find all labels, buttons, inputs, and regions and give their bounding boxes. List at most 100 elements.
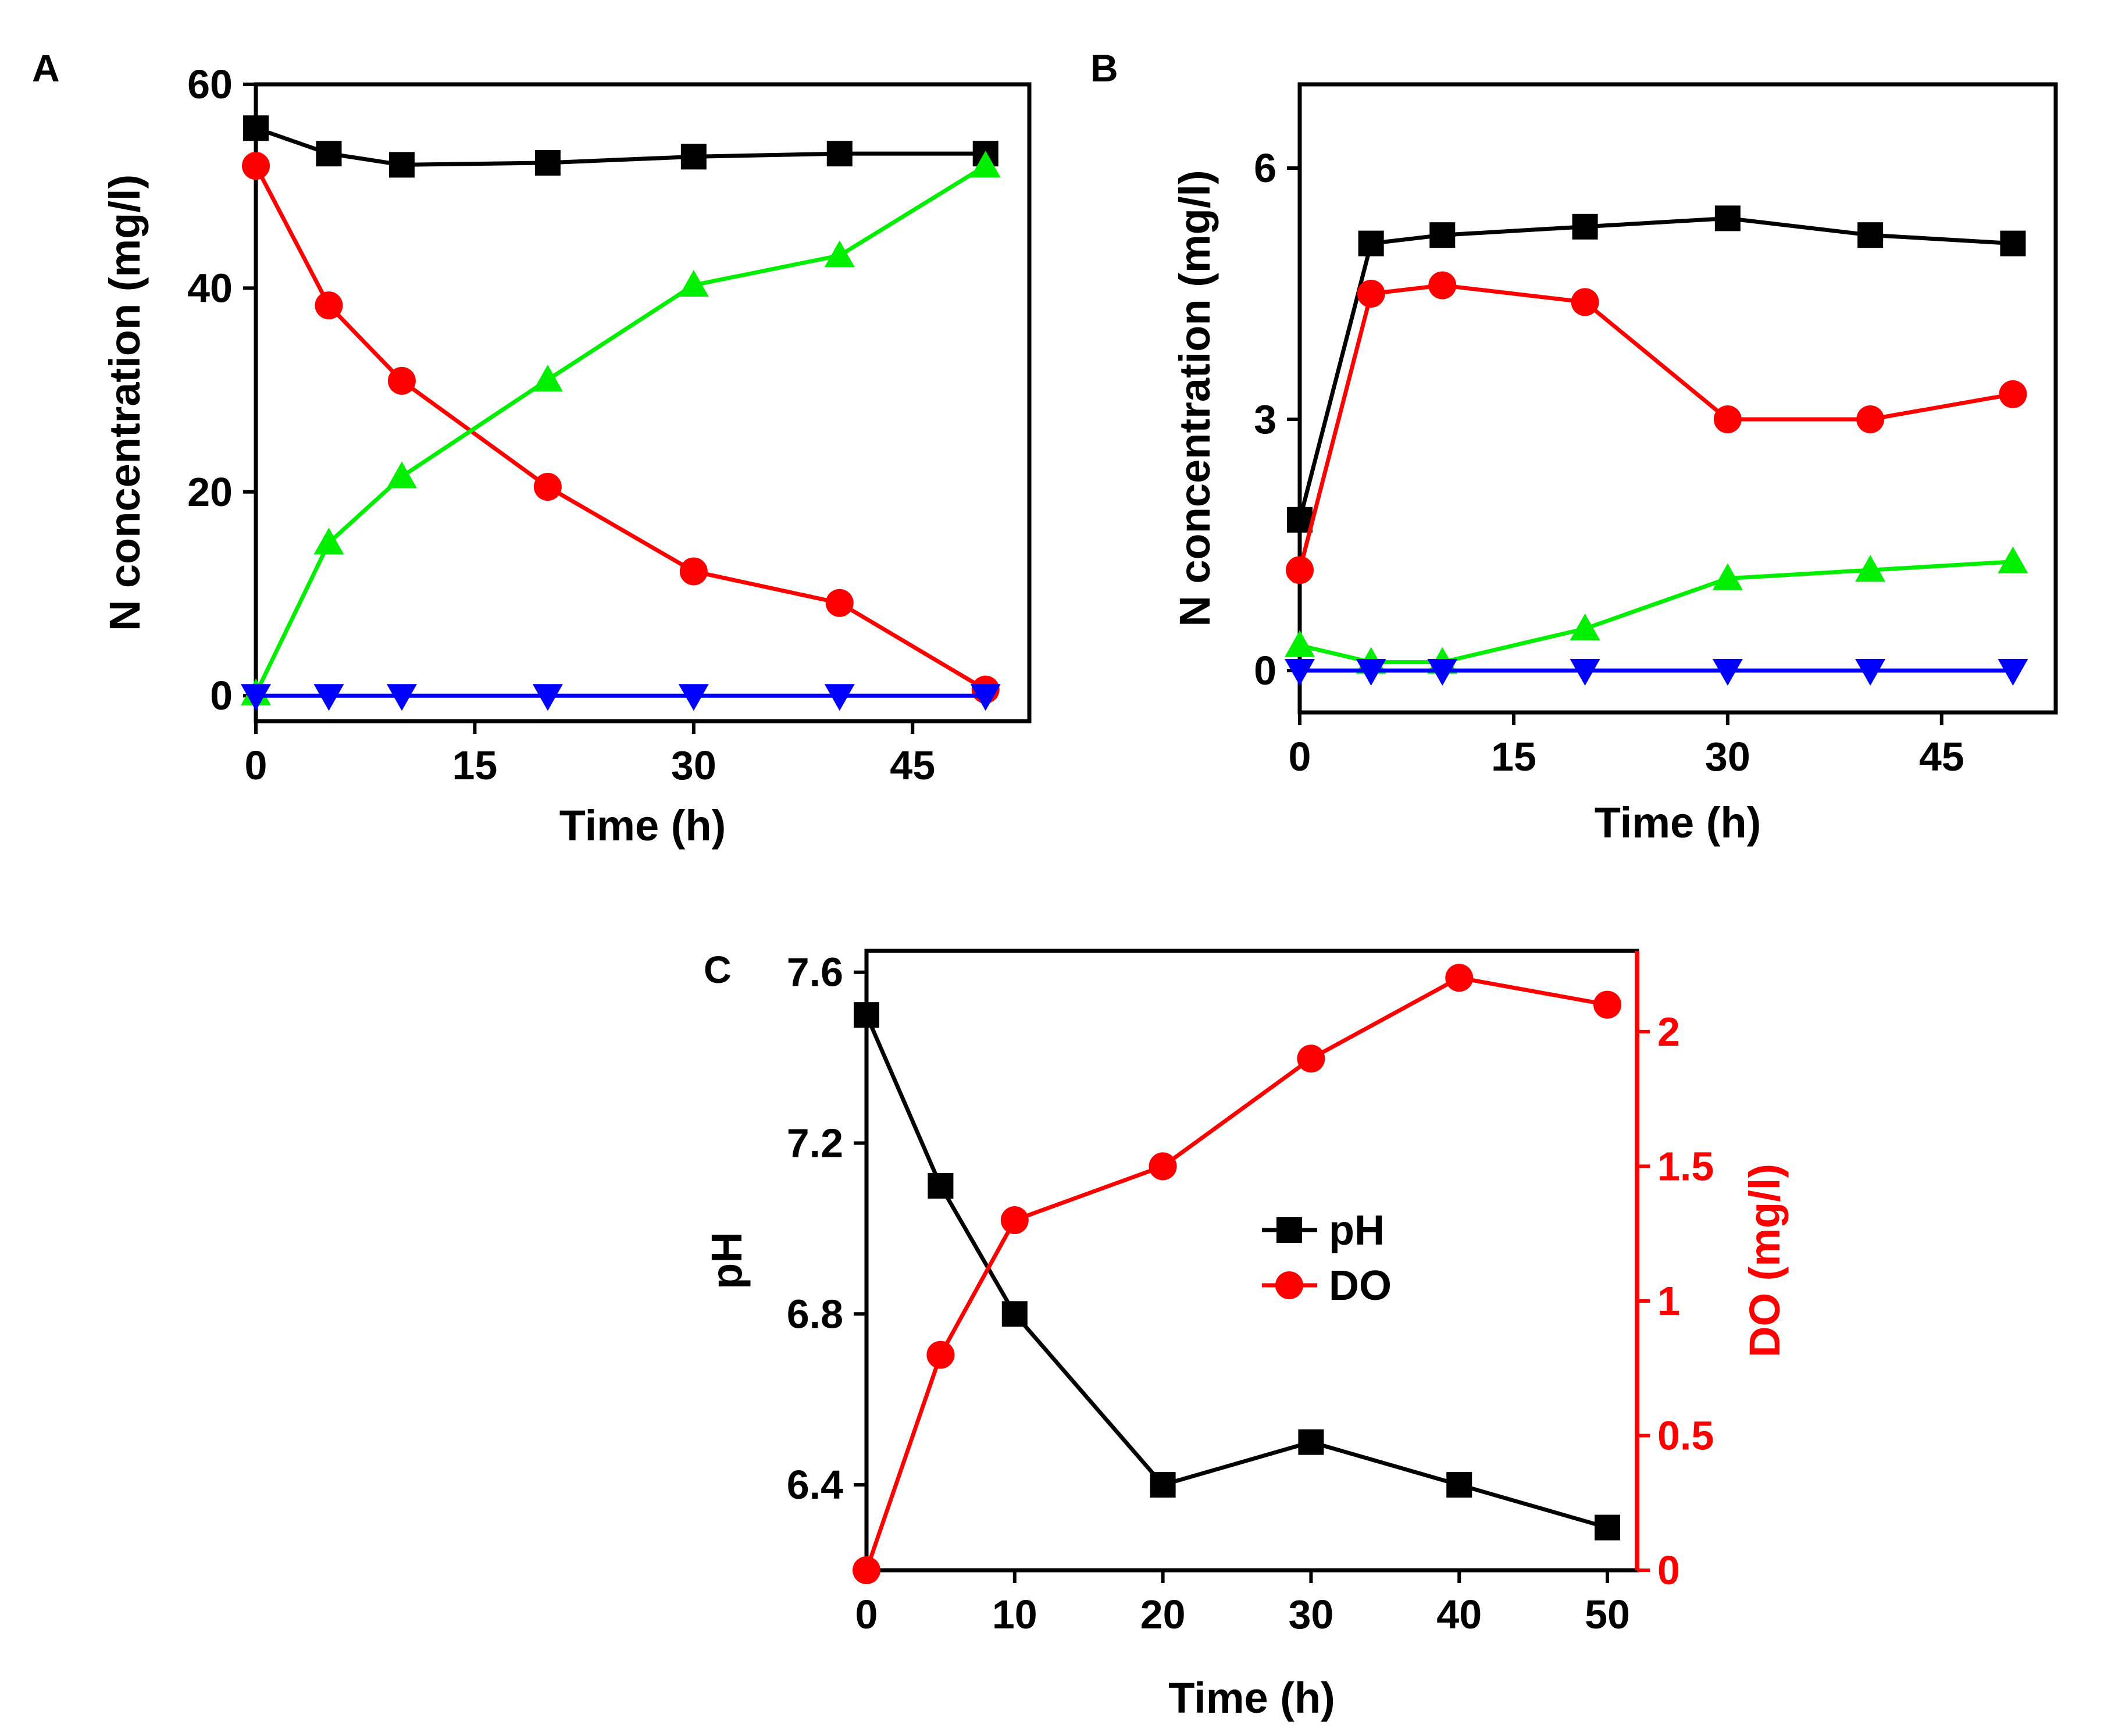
- legend-marker: [1276, 1217, 1302, 1243]
- data-point: [386, 684, 417, 711]
- data-point: [679, 557, 708, 586]
- data-point: [387, 366, 416, 395]
- data-point: [315, 291, 343, 320]
- data-point: [1713, 405, 1742, 433]
- x-tick-label: 0: [1289, 734, 1311, 779]
- data-point: [1297, 1045, 1325, 1073]
- series-line: [864, 1014, 1609, 1530]
- x-tick-label: 30: [1705, 734, 1750, 779]
- x-tick-label: 15: [452, 743, 497, 788]
- series-line: [1299, 559, 2013, 665]
- y-axis-label: N concentration (mg/l): [1171, 170, 1219, 626]
- y2-tick-label: 2: [1657, 1009, 1680, 1054]
- y-tick-label: 7.2: [787, 1121, 843, 1166]
- x-axis-label: Time (h): [559, 801, 726, 850]
- y2-tick-label: 0.5: [1657, 1413, 1714, 1458]
- data-point: [532, 684, 563, 711]
- x-tick-label: 15: [1491, 734, 1536, 779]
- plot-frame: [254, 82, 1032, 723]
- data-point: [1446, 1472, 1472, 1498]
- series-line: [255, 126, 986, 167]
- x-tick-label: 45: [890, 743, 935, 788]
- data-point: [970, 151, 1001, 178]
- data-point: [1001, 1301, 1028, 1327]
- legend-label: pH: [1329, 1207, 1385, 1254]
- data-point: [1855, 555, 1886, 582]
- y-tick-label: 60: [187, 62, 233, 107]
- data-point: [825, 589, 854, 617]
- data-point: [243, 115, 269, 141]
- data-point: [534, 149, 561, 176]
- y-axis-label: N concentration (mg/l): [101, 174, 149, 631]
- y-axis-label: pH: [702, 1232, 751, 1289]
- data-point: [1286, 556, 1314, 584]
- y2-tick-label: 0: [1657, 1548, 1680, 1593]
- data-point: [313, 527, 344, 555]
- panel-label: C: [704, 948, 732, 991]
- series-line: [864, 975, 1608, 1571]
- data-point: [1358, 230, 1384, 256]
- data-point: [1998, 546, 2028, 573]
- data-point: [1149, 1152, 1177, 1181]
- data-point: [1595, 1514, 1621, 1541]
- data-point: [1356, 659, 1386, 686]
- series-line: [1297, 283, 2014, 571]
- data-point: [1712, 659, 1743, 686]
- data-point: [1000, 1206, 1029, 1235]
- data-point: [1357, 280, 1385, 308]
- y-tick-label: 0: [210, 673, 233, 718]
- x-tick-label: 0: [855, 1592, 878, 1637]
- data-point: [1429, 222, 1456, 248]
- x-axis-label: Time (h): [1595, 799, 1761, 847]
- plot-frame: [1297, 82, 2058, 715]
- chart-panel-c: C 0 10 20 30 40 50 6.4 6.8 7.2 7.6 0 0.5 1 1.5 2 Time (h…: [702, 948, 1789, 1722]
- data-point: [241, 684, 271, 711]
- y-tick-label: 20: [187, 469, 233, 515]
- data-point: [1150, 1472, 1176, 1498]
- data-point: [242, 152, 270, 180]
- data-point: [970, 684, 1001, 711]
- x-tick-label: 50: [1585, 1592, 1630, 1637]
- data-point: [386, 461, 417, 489]
- x-axis-label: Time (h): [1168, 1674, 1335, 1722]
- y2-tick-label: 1.5: [1657, 1143, 1714, 1189]
- data-point: [853, 1556, 880, 1584]
- y2-axis-label: DO (mg/l): [1741, 1164, 1789, 1357]
- series-line: [254, 164, 987, 695]
- legend-marker: [1275, 1271, 1303, 1299]
- data-point: [316, 141, 342, 167]
- x-tick-label: 30: [1288, 1592, 1333, 1637]
- panel-label: A: [32, 47, 60, 90]
- data-point: [1572, 213, 1598, 240]
- data-point: [1428, 271, 1457, 300]
- x-tick-label: 45: [1919, 734, 1964, 779]
- data-point: [1427, 659, 1458, 686]
- y2-tick-label: 1: [1657, 1278, 1680, 1324]
- data-point: [1856, 405, 1885, 433]
- data-point: [1570, 614, 1600, 640]
- chart-panel-a: A 0 15 30 45 0 20 40 60 Time (h) N concentration (…: [32, 47, 1032, 850]
- data-point: [678, 684, 709, 711]
- y-tick-label: 6: [1254, 145, 1276, 191]
- y-tick-label: 0: [1254, 648, 1276, 693]
- data-point: [824, 240, 855, 268]
- data-point: [1445, 964, 1474, 992]
- panel-label: B: [1090, 47, 1118, 90]
- chart-panel-b: B 0 15 30 45 0 3 6 Time (h) N concentration (mg/l…: [1090, 47, 2058, 847]
- data-point: [1570, 659, 1600, 686]
- data-point: [1999, 380, 2027, 408]
- y-tick-label: 6.4: [787, 1462, 843, 1507]
- data-point: [388, 152, 415, 178]
- data-point: [1571, 288, 1599, 316]
- data-point: [533, 473, 562, 501]
- y-tick-label: 40: [187, 265, 233, 311]
- data-point: [680, 144, 707, 170]
- data-point: [313, 684, 344, 711]
- data-point: [926, 1341, 955, 1369]
- data-point: [532, 365, 563, 392]
- data-point: [824, 684, 855, 711]
- y-tick-label: 6.8: [787, 1291, 843, 1336]
- data-point: [1298, 1429, 1324, 1455]
- data-point: [1855, 659, 1886, 686]
